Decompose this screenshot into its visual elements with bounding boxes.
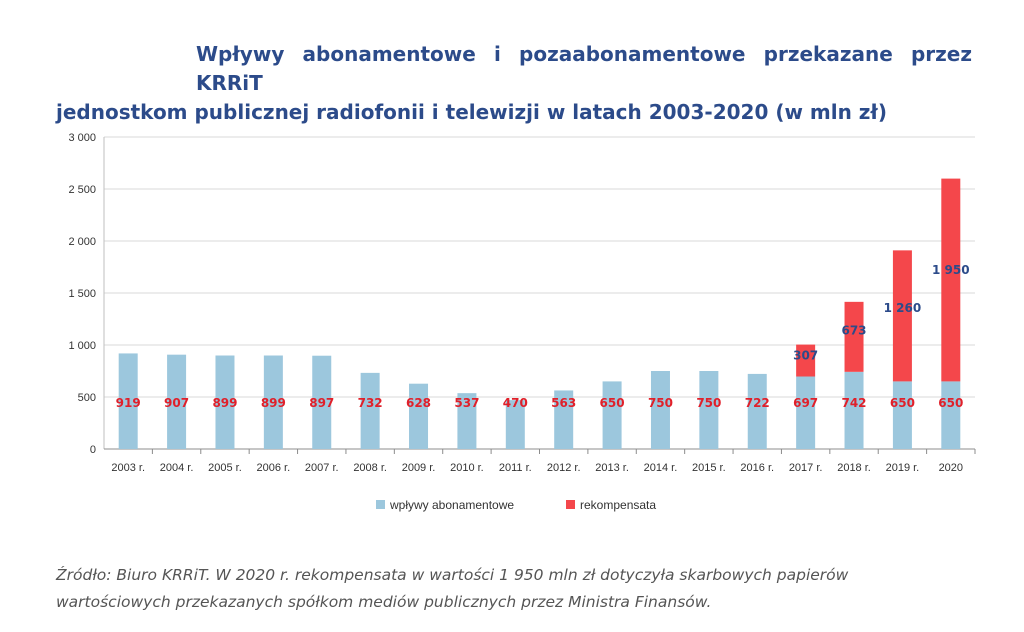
y-tick-label: 2 500: [68, 184, 96, 196]
x-tick-label: 2020: [939, 462, 963, 474]
bar-wpływy-abonamentowe: [360, 372, 380, 449]
bar-wpływy-abonamentowe: [312, 355, 332, 449]
bar-wpływy-abonamentowe: [796, 376, 816, 449]
chart-title: Wpływy abonamentowe i pozaabonamentowe p…: [56, 40, 972, 127]
y-tick-label: 1 000: [68, 340, 96, 352]
x-tick-label: 2015 r.: [692, 462, 726, 474]
legend-swatch: [376, 500, 385, 509]
bar-rekompensata: [892, 250, 912, 382]
legend-swatch: [566, 500, 575, 509]
data-label-rekompensata: 1 260: [884, 301, 922, 315]
x-tick-label: 2005 r.: [208, 462, 242, 474]
data-label-wpływy-abonamentowe: 919: [116, 396, 141, 410]
y-tick-label: 1 500: [68, 288, 96, 300]
data-label-wpływy-abonamentowe: 742: [841, 396, 866, 410]
x-tick-label: 2008 r.: [353, 462, 387, 474]
bar-wpływy-abonamentowe: [699, 371, 719, 449]
x-tick-label: 2019 r.: [886, 462, 920, 474]
legend-label: rekompensata: [580, 498, 656, 512]
data-label-wpływy-abonamentowe: 907: [164, 396, 189, 410]
x-tick-label: 2010 r.: [450, 462, 484, 474]
x-axis-tick-labels: 2003 r. 2004 r. 2005 r. 2006 r. 2007 r. 2008 …: [111, 449, 976, 474]
data-label-wpływy-abonamentowe: 732: [358, 396, 383, 410]
x-tick-label: 2007 r.: [305, 462, 339, 474]
data-label-wpływy-abonamentowe: 650: [938, 396, 963, 410]
legend: wpływy abonamentowe rekompensata: [376, 498, 656, 512]
y-tick-label: 3 000: [68, 132, 96, 144]
chart-title-line-1: Wpływy abonamentowe i pozaabonamentowe p…: [196, 42, 972, 95]
data-label-wpływy-abonamentowe: 750: [696, 396, 721, 410]
x-tick-label: 2004 r.: [160, 462, 194, 474]
bar-wpływy-abonamentowe: [602, 381, 622, 449]
bar-rekompensata: [844, 301, 864, 372]
y-tick-label: 0: [90, 444, 96, 456]
data-label-wpływy-abonamentowe: 563: [551, 396, 576, 410]
bar-wpływy-abonamentowe: [941, 381, 961, 449]
bar-rekompensata: [796, 344, 816, 377]
legend-label: wpływy abonamentowe: [389, 498, 514, 512]
bar-rekompensata: [941, 178, 961, 382]
data-label-wpływy-abonamentowe: 650: [600, 396, 625, 410]
bar-wpływy-abonamentowe: [167, 354, 187, 449]
data-label-wpływy-abonamentowe: 897: [309, 396, 334, 410]
x-tick-label: 2003 r.: [111, 462, 145, 474]
data-label-wpływy-abonamentowe: 750: [648, 396, 673, 410]
x-tick-label: 2011 r.: [499, 462, 532, 474]
x-tick-label: 2018 r.: [837, 462, 871, 474]
y-tick-label: 500: [78, 392, 96, 404]
data-label-rekompensata: 307: [793, 349, 818, 363]
bar-wpływy-abonamentowe: [409, 383, 429, 449]
data-label-rekompensata: 673: [841, 324, 866, 338]
x-tick-label: 2014 r.: [644, 462, 678, 474]
bar-wpływy-abonamentowe: [650, 371, 670, 449]
x-tick-label: 2013 r.: [595, 462, 629, 474]
source-note: Źródło: Biuro KRRiT. W 2020 r. rekompens…: [56, 562, 956, 616]
data-label-wpływy-abonamentowe: 899: [212, 396, 237, 410]
source-note-line-2: wartościowych przekazanych spółkom medió…: [56, 593, 712, 611]
data-label-wpływy-abonamentowe: 470: [503, 396, 528, 410]
data-label-wpływy-abonamentowe: 697: [793, 396, 818, 410]
x-tick-label: 2009 r.: [402, 462, 436, 474]
x-tick-label: 2012 r.: [547, 462, 581, 474]
bar-wpływy-abonamentowe: [892, 381, 912, 449]
data-label-wpływy-abonamentowe: 537: [454, 396, 479, 410]
bar-wpływy-abonamentowe: [505, 400, 525, 449]
data-labels: 919 907 899 899 897 732 628 537 470 563 650 750 750 7…: [116, 263, 970, 410]
chart-title-line-2: jednostkom publicznej radiofonii i telew…: [56, 100, 887, 124]
data-label-wpływy-abonamentowe: 650: [890, 396, 915, 410]
bar-wpływy-abonamentowe: [747, 373, 767, 449]
stacked-bar-chart: 0 500 1 000 1 500 2 000 2 500 3 000 919 907 899 8…: [68, 132, 976, 512]
data-label-wpływy-abonamentowe: 628: [406, 396, 431, 410]
y-axis-tick-labels: 0 500 1 000 1 500 2 000 2 500 3 000: [68, 132, 96, 456]
bar-wpływy-abonamentowe: [844, 371, 864, 449]
data-label-wpływy-abonamentowe: 899: [261, 396, 286, 410]
bar-wpływy-abonamentowe: [118, 353, 138, 449]
data-label-wpływy-abonamentowe: 722: [745, 396, 770, 410]
y-tick-label: 2 000: [68, 236, 96, 248]
x-tick-label: 2017 r.: [789, 462, 823, 474]
x-tick-label: 2006 r.: [257, 462, 291, 474]
bar-wpływy-abonamentowe: [263, 355, 283, 449]
data-label-rekompensata: 1 950: [932, 263, 970, 277]
bar-wpływy-abonamentowe: [215, 355, 235, 449]
bars: [118, 178, 961, 449]
x-tick-label: 2016 r.: [740, 462, 774, 474]
bar-wpływy-abonamentowe: [457, 393, 477, 449]
source-note-line-1: Źródło: Biuro KRRiT. W 2020 r. rekompens…: [56, 566, 849, 584]
bar-wpływy-abonamentowe: [554, 390, 574, 449]
